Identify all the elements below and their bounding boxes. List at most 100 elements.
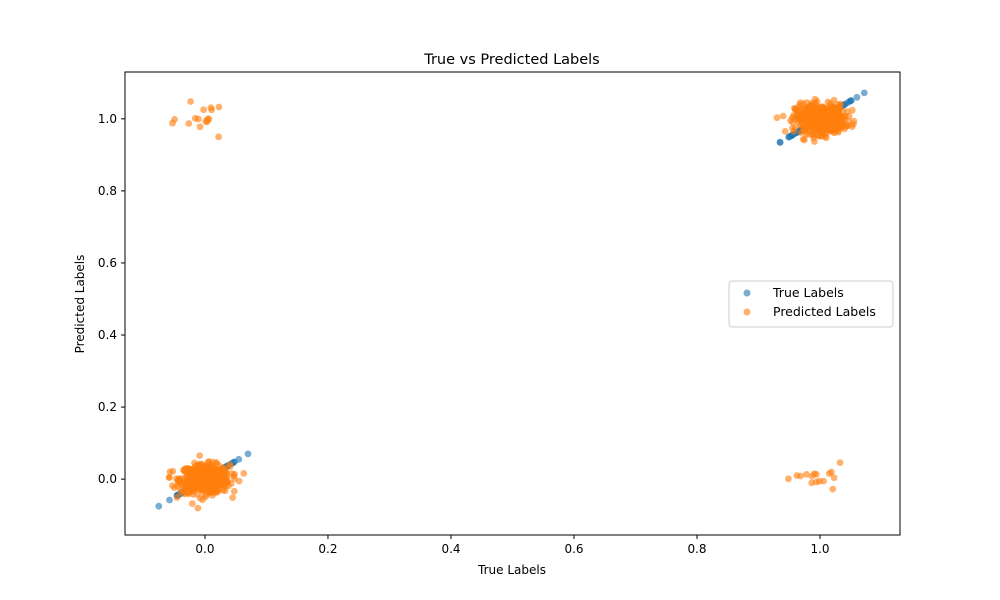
legend-label-true: True Labels [772,285,844,300]
x-axis-label: True Labels [477,563,546,577]
y-axis-ticks: 0.0 0.2 0.4 0.6 0.8 1.0 [98,112,125,486]
x-tick-label: 1.0 [810,542,829,556]
predicted-label-point [811,95,819,103]
x-tick-label: 0.6 [564,542,583,556]
predicted-label-point [801,136,808,144]
predicted-label-point [183,489,191,497]
x-tick-label: 0.8 [687,542,706,556]
predicted-label-point [834,107,842,115]
predicted-label-point [792,124,799,131]
predicted-label-point [805,116,812,124]
x-axis-ticks: 0.0 0.2 0.4 0.6 0.8 1.0 [195,535,830,556]
predicted-label-point [803,131,810,138]
predicted-label-point [208,462,216,470]
predicted-label-point [848,106,856,114]
predicted-label-point [208,106,216,114]
legend-label-predicted: Predicted Labels [773,304,876,319]
y-tick-label: 0.4 [98,328,117,342]
predicted-label-point [812,478,820,486]
predicted-label-point [200,467,208,475]
predicted-label-point [198,477,206,485]
predicted-label-point [803,471,810,478]
plot-points [155,89,868,512]
predicted-label-point [830,96,838,104]
predicted-label-point [165,474,173,481]
predicted-label-point [191,114,199,122]
predicted-label-point [188,500,196,507]
predicted-label-point [173,494,181,501]
predicted-label-point [812,470,820,478]
predicted-label-point [200,462,208,470]
y-tick-label: 0.0 [98,472,117,486]
chart-title: True vs Predicted Labels [423,52,600,68]
predicted-label-point [200,106,208,114]
legend-box [728,280,894,328]
predicted-label-point [836,459,844,466]
predicted-label-point [214,471,221,479]
predicted-label-point [169,467,177,475]
predicted-label-point [845,117,853,125]
predicted-label-point [206,489,213,497]
predicted-label-point [209,475,217,482]
y-tick-label: 0.6 [98,256,117,270]
legend-marker-predicted [743,308,751,316]
predicted-label-point [194,504,202,512]
predicted-label-point [215,103,223,111]
predicted-label-point [810,119,818,127]
true-label-point [860,89,868,97]
y-tick-label: 0.2 [98,400,117,414]
predicted-label-point [194,466,202,474]
predicted-label-point [810,106,818,114]
predicted-label-point [230,487,238,495]
predicted-label-point [822,109,830,117]
plot-frame [124,71,901,536]
predicted-label-point [187,469,195,477]
x-tick-label: 0.2 [318,542,337,556]
predicted-label-point [830,474,838,482]
predicted-label-point [196,123,204,131]
predicted-label-point [803,99,810,107]
predicted-label-point [779,112,787,120]
predicted-label-point [797,472,805,480]
predicted-label-point [240,470,248,477]
predicted-label-point [185,120,193,127]
predicted-label-point [205,115,213,123]
predicted-label-point [833,113,841,120]
predicted-label-point [187,98,195,105]
predicted-label-point [178,475,186,482]
predicted-label-point [213,485,221,493]
true-label-point [244,450,252,458]
predicted-label-point [228,470,236,477]
true-label-point [844,98,852,106]
true-label-point [776,138,784,146]
predicted-label-point [226,461,234,468]
predicted-label-point [781,127,789,135]
predicted-label-point [199,496,207,504]
predicted-label-point [229,494,237,501]
legend-marker-true [743,289,751,297]
true-label-point [155,502,163,510]
predicted-label-point [230,475,238,482]
true-label-point [853,93,861,101]
predicted-label-point [773,114,781,122]
x-tick-label: 0.0 [195,542,214,556]
predicted-label-point [813,125,821,133]
predicted-label-point [785,475,792,483]
predicted-label-point [829,485,837,493]
true-label-point [166,496,173,504]
predicted-label-point [821,133,828,141]
predicted-label-point [826,120,833,128]
predicted-label-point [206,483,214,491]
predicted-label-point [188,482,196,489]
predicted-label-point [171,484,178,492]
predicted-label-point [787,117,794,124]
predicted-label-point [196,452,204,459]
predicted-label-point [169,119,176,127]
predicted-label-point [178,486,185,494]
predicted-label-point [215,133,223,141]
predicted-label-point [221,468,229,476]
y-tick-label: 0.8 [98,184,117,198]
x-tick-label: 0.4 [441,542,460,556]
y-tick-label: 1.0 [98,112,117,126]
